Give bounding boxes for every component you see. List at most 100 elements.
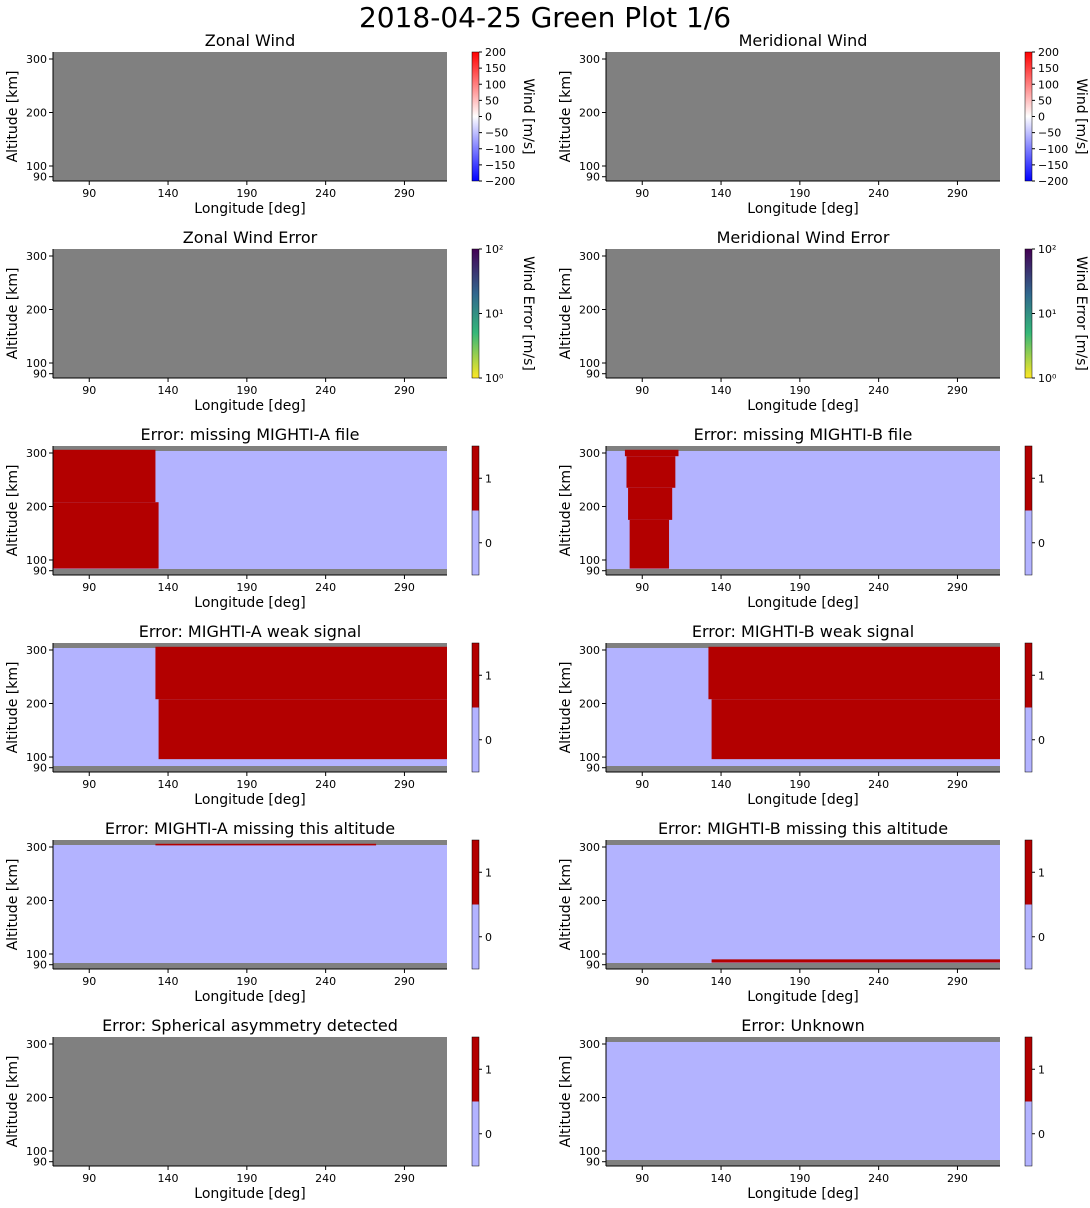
colorbar-frame	[471, 1036, 480, 1167]
flag-region	[708, 646, 1000, 700]
x-tick-label: 190	[789, 581, 810, 594]
y-tick-label: 90	[33, 171, 47, 184]
flag-region	[711, 959, 1000, 963]
x-tick-label: 140	[158, 778, 179, 791]
colorbar-block-1	[472, 840, 479, 905]
panel-title: Error: MIGHTI-A weak signal	[139, 622, 362, 641]
plot-background	[606, 840, 1000, 969]
y-tick-label: 300	[579, 644, 600, 657]
nodata-band-bottom	[53, 569, 447, 575]
colorbar-tick-label: 0	[1038, 931, 1045, 944]
colorbar-tick-label: 150	[485, 62, 506, 75]
panel-title: Zonal Wind	[205, 31, 295, 50]
x-tick-label: 240	[868, 384, 889, 397]
y-tick-label: 90	[33, 762, 47, 775]
nodata-band-bottom	[53, 963, 447, 969]
y-tick-label: 100	[26, 554, 47, 567]
x-tick-label: 140	[711, 1172, 732, 1185]
panel-title: Error: MIGHTI-A missing this altitude	[105, 819, 395, 838]
colorbar-frame	[1024, 642, 1033, 773]
colorbar-frame	[471, 445, 480, 576]
colorbar-tick-label: 1	[485, 669, 492, 682]
colorbar-block-0	[472, 904, 479, 969]
y-axis-label: Altitude [km]	[558, 465, 574, 557]
panel-title: Zonal Wind Error	[183, 228, 318, 247]
colorbar-tick-label: 1	[1038, 472, 1045, 485]
colorbar-block-1	[472, 643, 479, 708]
nodata-band-top	[606, 840, 1000, 845]
y-axis-label: Altitude [km]	[558, 268, 574, 360]
plot-background	[53, 52, 447, 181]
y-axis-label: Altitude [km]	[5, 859, 21, 951]
colorbar-tick-label: −50	[1038, 127, 1061, 140]
x-tick-label: 90	[635, 975, 649, 988]
nodata-band-bottom	[53, 766, 447, 772]
x-tick-label: 290	[394, 778, 415, 791]
x-tick-label: 190	[236, 384, 257, 397]
flag-region	[53, 502, 159, 569]
colorbar-frame	[1024, 445, 1033, 576]
y-tick-label: 300	[26, 53, 47, 66]
x-tick-label: 290	[947, 581, 968, 594]
panel-title: Error: MIGHTI-B weak signal	[692, 622, 914, 641]
y-tick-label: 90	[33, 368, 47, 381]
colorbar: 200 150 100 50 0 −50 −100 −150 −200 Wind [m/s]	[471, 46, 536, 188]
panel-title: Error: Unknown	[741, 1016, 864, 1035]
colorbar-tick-label: 200	[485, 46, 506, 59]
colorbar-label: Wind Error [m/s]	[520, 256, 536, 371]
y-tick-label: 300	[26, 250, 47, 263]
colorbar-frame	[1024, 248, 1033, 379]
y-tick-label: 300	[579, 250, 600, 263]
y-tick-label: 90	[586, 959, 600, 972]
colorbar-gradient	[472, 249, 479, 378]
colorbar-tick-label: 50	[485, 94, 499, 107]
colorbar-block-1	[472, 1037, 479, 1102]
y-tick-label: 200	[579, 1092, 600, 1105]
y-axis-label: Altitude [km]	[5, 465, 21, 557]
x-tick-label: 290	[394, 975, 415, 988]
colorbar-block-1	[472, 446, 479, 511]
y-tick-label: 100	[26, 1145, 47, 1158]
x-tick-label: 90	[82, 581, 96, 594]
colorbar-frame	[471, 839, 480, 970]
nodata-band-bottom	[606, 963, 1000, 969]
y-axis-label: Altitude [km]	[558, 662, 574, 754]
flag-region	[711, 699, 1000, 760]
colorbar-gradient	[1025, 249, 1032, 378]
x-tick-label: 240	[315, 384, 336, 397]
y-axis-label: Altitude [km]	[5, 1056, 21, 1148]
y-tick-label: 90	[33, 1156, 47, 1169]
colorbar: 200 150 100 50 0 −50 −100 −150 −200 Wind [m/s]	[1024, 46, 1089, 188]
colorbar-tick-label: 0	[1038, 1128, 1045, 1141]
y-tick-label: 100	[579, 160, 600, 173]
colorbar-tick-label: −150	[1038, 159, 1068, 172]
colorbar: 10	[471, 445, 492, 576]
y-tick-label: 200	[579, 895, 600, 908]
y-tick-label: 200	[26, 501, 47, 514]
x-tick-label: 240	[868, 581, 889, 594]
colorbar-tick-label: 0	[485, 734, 492, 747]
x-tick-label: 240	[868, 975, 889, 988]
x-axis-label: Longitude [deg]	[747, 398, 858, 414]
x-tick-label: 90	[82, 975, 96, 988]
y-tick-label: 300	[26, 841, 47, 854]
flag-region	[628, 487, 673, 520]
x-tick-label: 190	[789, 975, 810, 988]
y-tick-label: 100	[26, 751, 47, 764]
nodata-band-top	[53, 643, 447, 648]
flag-region	[624, 449, 679, 457]
x-tick-label: 140	[711, 187, 732, 200]
colorbar-tick-label: 1	[485, 1063, 492, 1076]
plot-background	[606, 1037, 1000, 1166]
colorbar-tick-label: 10⁰	[485, 372, 504, 385]
x-tick-label: 240	[315, 1172, 336, 1185]
plot-background	[606, 52, 1000, 181]
colorbar-gradient	[1025, 52, 1032, 181]
y-tick-label: 100	[579, 751, 600, 764]
